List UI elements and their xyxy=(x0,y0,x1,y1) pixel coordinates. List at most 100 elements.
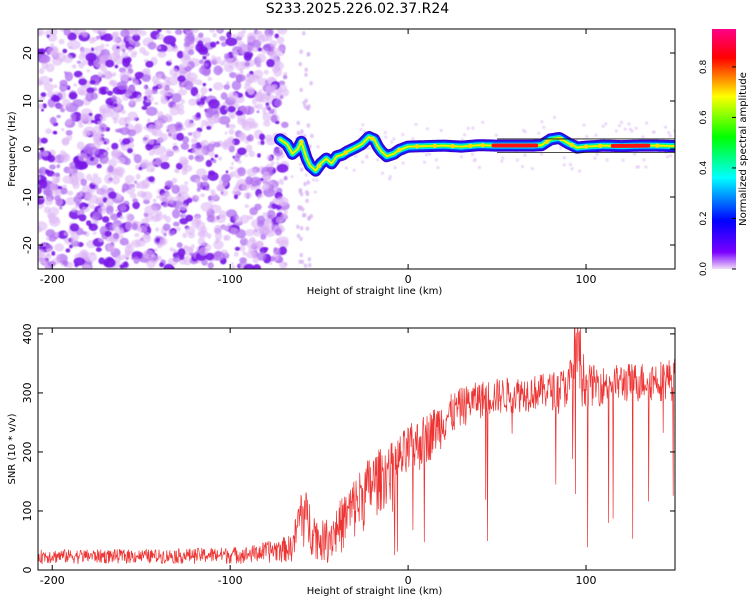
noise-blob xyxy=(274,99,283,107)
noise-blob xyxy=(252,122,257,128)
noise-blob xyxy=(219,35,227,42)
noise-blob xyxy=(100,74,106,79)
noise-blob xyxy=(197,237,206,246)
noise-blob xyxy=(352,168,356,172)
noise-blob xyxy=(246,135,252,141)
noise-blob xyxy=(225,81,230,86)
noise-blob xyxy=(540,152,544,156)
noise-blob xyxy=(120,29,130,38)
noise-blob xyxy=(51,251,56,256)
noise-blob xyxy=(641,135,645,139)
noise-blob xyxy=(81,206,90,213)
noise-blob xyxy=(281,121,289,128)
noise-blob xyxy=(39,48,46,55)
noise-blob xyxy=(191,244,195,249)
tone-peak-dot xyxy=(316,163,322,168)
noise-blob xyxy=(178,156,188,165)
noise-blob xyxy=(217,156,223,161)
noise-blob xyxy=(180,142,190,150)
noise-blob xyxy=(187,132,193,136)
noise-blob xyxy=(46,248,53,253)
noise-blob xyxy=(228,91,239,100)
noise-blob xyxy=(105,199,114,207)
noise-blob xyxy=(300,207,305,212)
noise-blob xyxy=(436,166,440,170)
noise-blob xyxy=(210,157,214,161)
noise-blob xyxy=(361,123,365,127)
noise-blob xyxy=(617,124,622,128)
noise-blob xyxy=(235,182,247,191)
noise-blob xyxy=(135,173,141,180)
noise-blob xyxy=(274,33,280,39)
noise-blob xyxy=(116,157,126,164)
noise-blob xyxy=(177,184,189,194)
noise-blob xyxy=(128,85,136,93)
noise-blob xyxy=(93,47,97,51)
noise-blob xyxy=(193,215,202,225)
noise-blob xyxy=(59,206,63,210)
noise-blob xyxy=(628,127,633,131)
noise-blob xyxy=(147,124,157,131)
noise-blob xyxy=(234,246,241,251)
noise-blob xyxy=(187,149,191,153)
noise-blob xyxy=(601,124,605,128)
noise-blob xyxy=(228,124,236,129)
noise-blob xyxy=(71,64,77,69)
noise-blob xyxy=(38,169,44,174)
noise-blob xyxy=(267,205,273,209)
noise-blob xyxy=(244,44,249,50)
noise-blob xyxy=(213,65,223,76)
tone-peak-dot xyxy=(343,150,349,155)
noise-blob xyxy=(552,115,557,119)
noise-blob xyxy=(500,159,504,163)
noise-blob xyxy=(52,95,61,103)
noise-blob xyxy=(76,60,82,64)
noise-blob xyxy=(273,67,282,77)
noise-blob xyxy=(38,186,42,195)
noise-blob xyxy=(69,223,80,232)
x-tick-label: 100 xyxy=(576,574,597,587)
noise-blob xyxy=(261,34,269,43)
noise-blob xyxy=(270,114,278,123)
noise-blob xyxy=(73,257,85,266)
noise-blob xyxy=(89,80,96,85)
noise-blob xyxy=(299,87,304,93)
noise-blob xyxy=(43,83,55,92)
noise-blob xyxy=(422,160,427,164)
noise-blob xyxy=(126,147,133,154)
noise-blob xyxy=(262,112,272,122)
noise-blob xyxy=(152,145,167,156)
noise-blob xyxy=(194,142,202,150)
noise-blob xyxy=(268,155,273,160)
noise-blob xyxy=(106,147,110,151)
noise-blob xyxy=(119,229,124,234)
noise-blob xyxy=(163,232,167,237)
noise-blob xyxy=(220,173,231,183)
noise-blob xyxy=(163,35,177,45)
noise-blob xyxy=(542,125,546,129)
noise-blob xyxy=(231,265,236,269)
noise-blob xyxy=(296,224,300,229)
x-tick-label: 100 xyxy=(576,273,597,286)
y-tick-label: 0 xyxy=(21,567,34,574)
noise-blob xyxy=(84,203,89,208)
noise-blob xyxy=(242,251,247,256)
noise-blob xyxy=(266,228,273,234)
noise-blob xyxy=(45,128,52,135)
noise-blob xyxy=(59,150,66,157)
noise-blob xyxy=(107,242,116,253)
noise-blob xyxy=(72,99,84,108)
noise-blob xyxy=(172,208,181,219)
noise-blob xyxy=(604,122,608,126)
noise-blob xyxy=(270,161,275,166)
noise-blob xyxy=(38,29,45,37)
noise-blob xyxy=(45,237,50,241)
noise-blob xyxy=(105,59,115,68)
noise-blob xyxy=(202,82,207,87)
noise-blob xyxy=(243,192,253,199)
noise-blob xyxy=(428,152,432,156)
noise-blob xyxy=(235,229,247,239)
noise-blob xyxy=(237,118,246,125)
noise-blob xyxy=(177,75,186,83)
noise-blob xyxy=(38,175,41,181)
